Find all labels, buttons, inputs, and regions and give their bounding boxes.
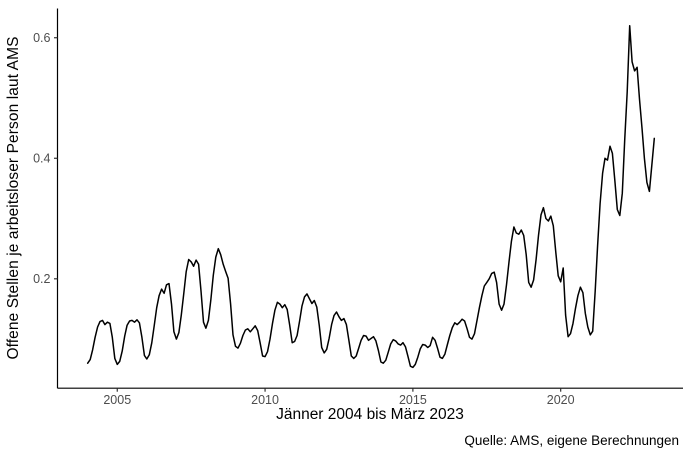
y-axis-title: Offene Stellen je arbeitsloser Person la… <box>5 36 22 360</box>
x-tick-label: 2020 <box>547 393 575 407</box>
y-tick-label: 0.6 <box>33 31 50 45</box>
x-tick-label: 2005 <box>103 393 131 407</box>
caption: Quelle: AMS, eigene Berechnungen <box>464 433 679 448</box>
x-axis-title: Jänner 2004 bis März 2023 <box>276 406 464 423</box>
x-tick-label: 2015 <box>399 393 427 407</box>
data-line <box>86 24 656 369</box>
x-tick-label: 2010 <box>251 393 279 407</box>
y-tick-label: 0.4 <box>33 151 50 165</box>
y-tick-label: 0.2 <box>33 272 50 286</box>
